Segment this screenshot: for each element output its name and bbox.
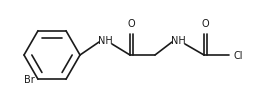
Text: Cl: Cl (233, 51, 243, 60)
Text: Br: Br (24, 75, 35, 84)
Text: O: O (201, 19, 209, 29)
Text: NH: NH (98, 36, 112, 46)
Text: NH: NH (171, 36, 185, 46)
Text: O: O (127, 19, 135, 29)
